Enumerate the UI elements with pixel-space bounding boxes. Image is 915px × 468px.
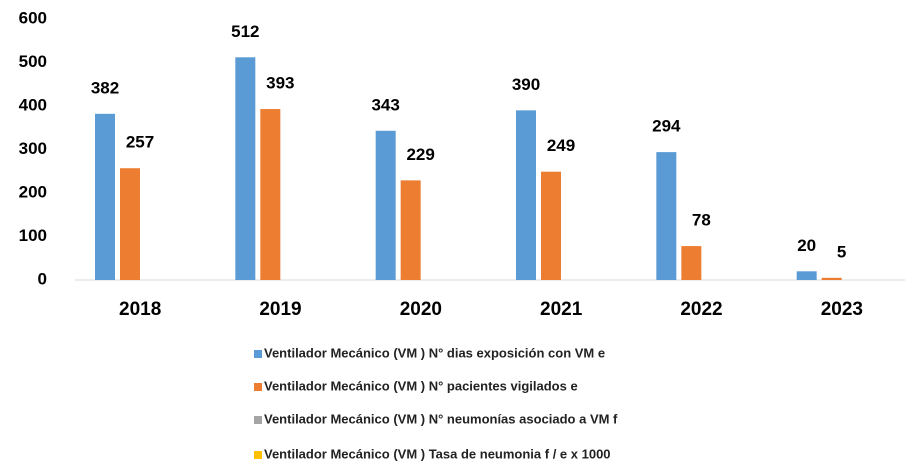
bar	[95, 113, 115, 280]
data-label: 294	[652, 117, 681, 136]
legend-label: Ventilador Mecánico (VM ) N° neumonías a…	[264, 411, 618, 426]
bar	[235, 57, 256, 280]
bar	[656, 152, 677, 280]
bar	[375, 130, 396, 280]
bar	[516, 110, 536, 280]
y-tick-label: 0	[38, 269, 47, 288]
legend-swatch	[254, 350, 262, 358]
data-label: 343	[371, 95, 399, 114]
legend-label: Ventilador Mecánico (VM ) N° dias exposi…	[264, 345, 605, 360]
data-label: 512	[231, 22, 259, 41]
data-label: 382	[91, 78, 119, 97]
bar	[541, 171, 561, 280]
y-tick-label: 600	[19, 8, 47, 27]
data-label: 20	[797, 236, 816, 255]
legend-swatch	[254, 416, 262, 424]
x-tick-label: 2018	[119, 299, 161, 320]
y-tick-label: 100	[19, 226, 47, 245]
data-label: 390	[512, 75, 540, 94]
legend-label: Ventilador Mecánico (VM ) N° pacientes v…	[264, 378, 578, 393]
x-tick-label: 2020	[400, 299, 442, 320]
bar	[400, 180, 421, 280]
x-tick-label: 2019	[259, 299, 301, 320]
y-tick-label: 300	[19, 139, 47, 158]
data-label: 78	[692, 211, 711, 230]
y-tick-label: 500	[19, 52, 47, 71]
data-label: 249	[547, 136, 575, 155]
data-label: 257	[126, 133, 154, 152]
data-label: 393	[266, 74, 294, 93]
bar	[796, 271, 817, 280]
legend-swatch	[254, 383, 262, 391]
legend-swatch	[254, 451, 262, 459]
x-tick-label: 2022	[680, 299, 722, 320]
bar	[681, 246, 702, 280]
y-tick-label: 400	[19, 95, 47, 114]
x-tick-label: 2021	[540, 299, 583, 320]
bar	[821, 277, 842, 280]
x-tick-label: 2023	[821, 299, 863, 320]
y-tick-label: 200	[19, 182, 47, 201]
bar	[260, 109, 281, 280]
data-label: 5	[837, 242, 846, 261]
bar	[120, 168, 140, 280]
data-label: 229	[406, 145, 434, 164]
legend-label: Ventilador Mecánico (VM ) Tasa de neumon…	[264, 446, 611, 461]
